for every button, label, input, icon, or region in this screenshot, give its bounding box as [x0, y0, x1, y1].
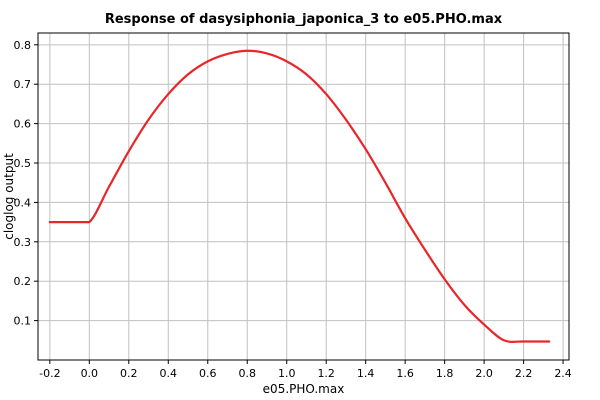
x-tick-label: 2.2	[515, 367, 533, 380]
x-tick-label: 0.6	[199, 367, 217, 380]
response-curve-line	[48, 49, 551, 343]
x-tick-label: 1.2	[317, 367, 335, 380]
x-tick-label: 2.4	[554, 367, 572, 380]
y-tick-label: 0.7	[14, 78, 32, 91]
y-tick-label: 0.1	[14, 315, 32, 328]
x-tick-label: 0.2	[120, 367, 138, 380]
y-tick-label: 0.8	[14, 39, 32, 52]
x-axis-title: e05.PHO.max	[263, 382, 345, 396]
x-tick-label: 1.8	[436, 367, 454, 380]
y-tick-label: 0.6	[14, 118, 32, 131]
chart-title: Response of dasysiphonia_japonica_3 to e…	[105, 12, 503, 27]
axis-ticks: -0.2 0.0 0.2 0.4 0.6 0.8 1.0 1.2 1.4 1.6 1.8 2.0 2.2…	[14, 39, 572, 380]
x-tick-label: 1.6	[396, 367, 414, 380]
x-tick-label: -0.2	[39, 367, 60, 380]
y-tick-label: 0.4	[14, 196, 32, 209]
series-group	[48, 49, 551, 343]
x-tick-label: 0.4	[160, 367, 178, 380]
x-tick-label: 2.0	[475, 367, 493, 380]
y-tick-label: 0.3	[14, 236, 32, 249]
x-tick-label: 1.4	[357, 367, 375, 380]
y-tick-label: 0.2	[14, 275, 32, 288]
y-axis-title: cloglog output	[2, 153, 16, 240]
x-tick-label: 0.8	[238, 367, 256, 380]
y-tick-label: 0.5	[14, 157, 32, 170]
grid-lines	[38, 33, 569, 360]
plot-frame	[37, 32, 570, 361]
x-tick-label: 1.0	[278, 367, 296, 380]
x-tick-label: 0.0	[81, 367, 99, 380]
